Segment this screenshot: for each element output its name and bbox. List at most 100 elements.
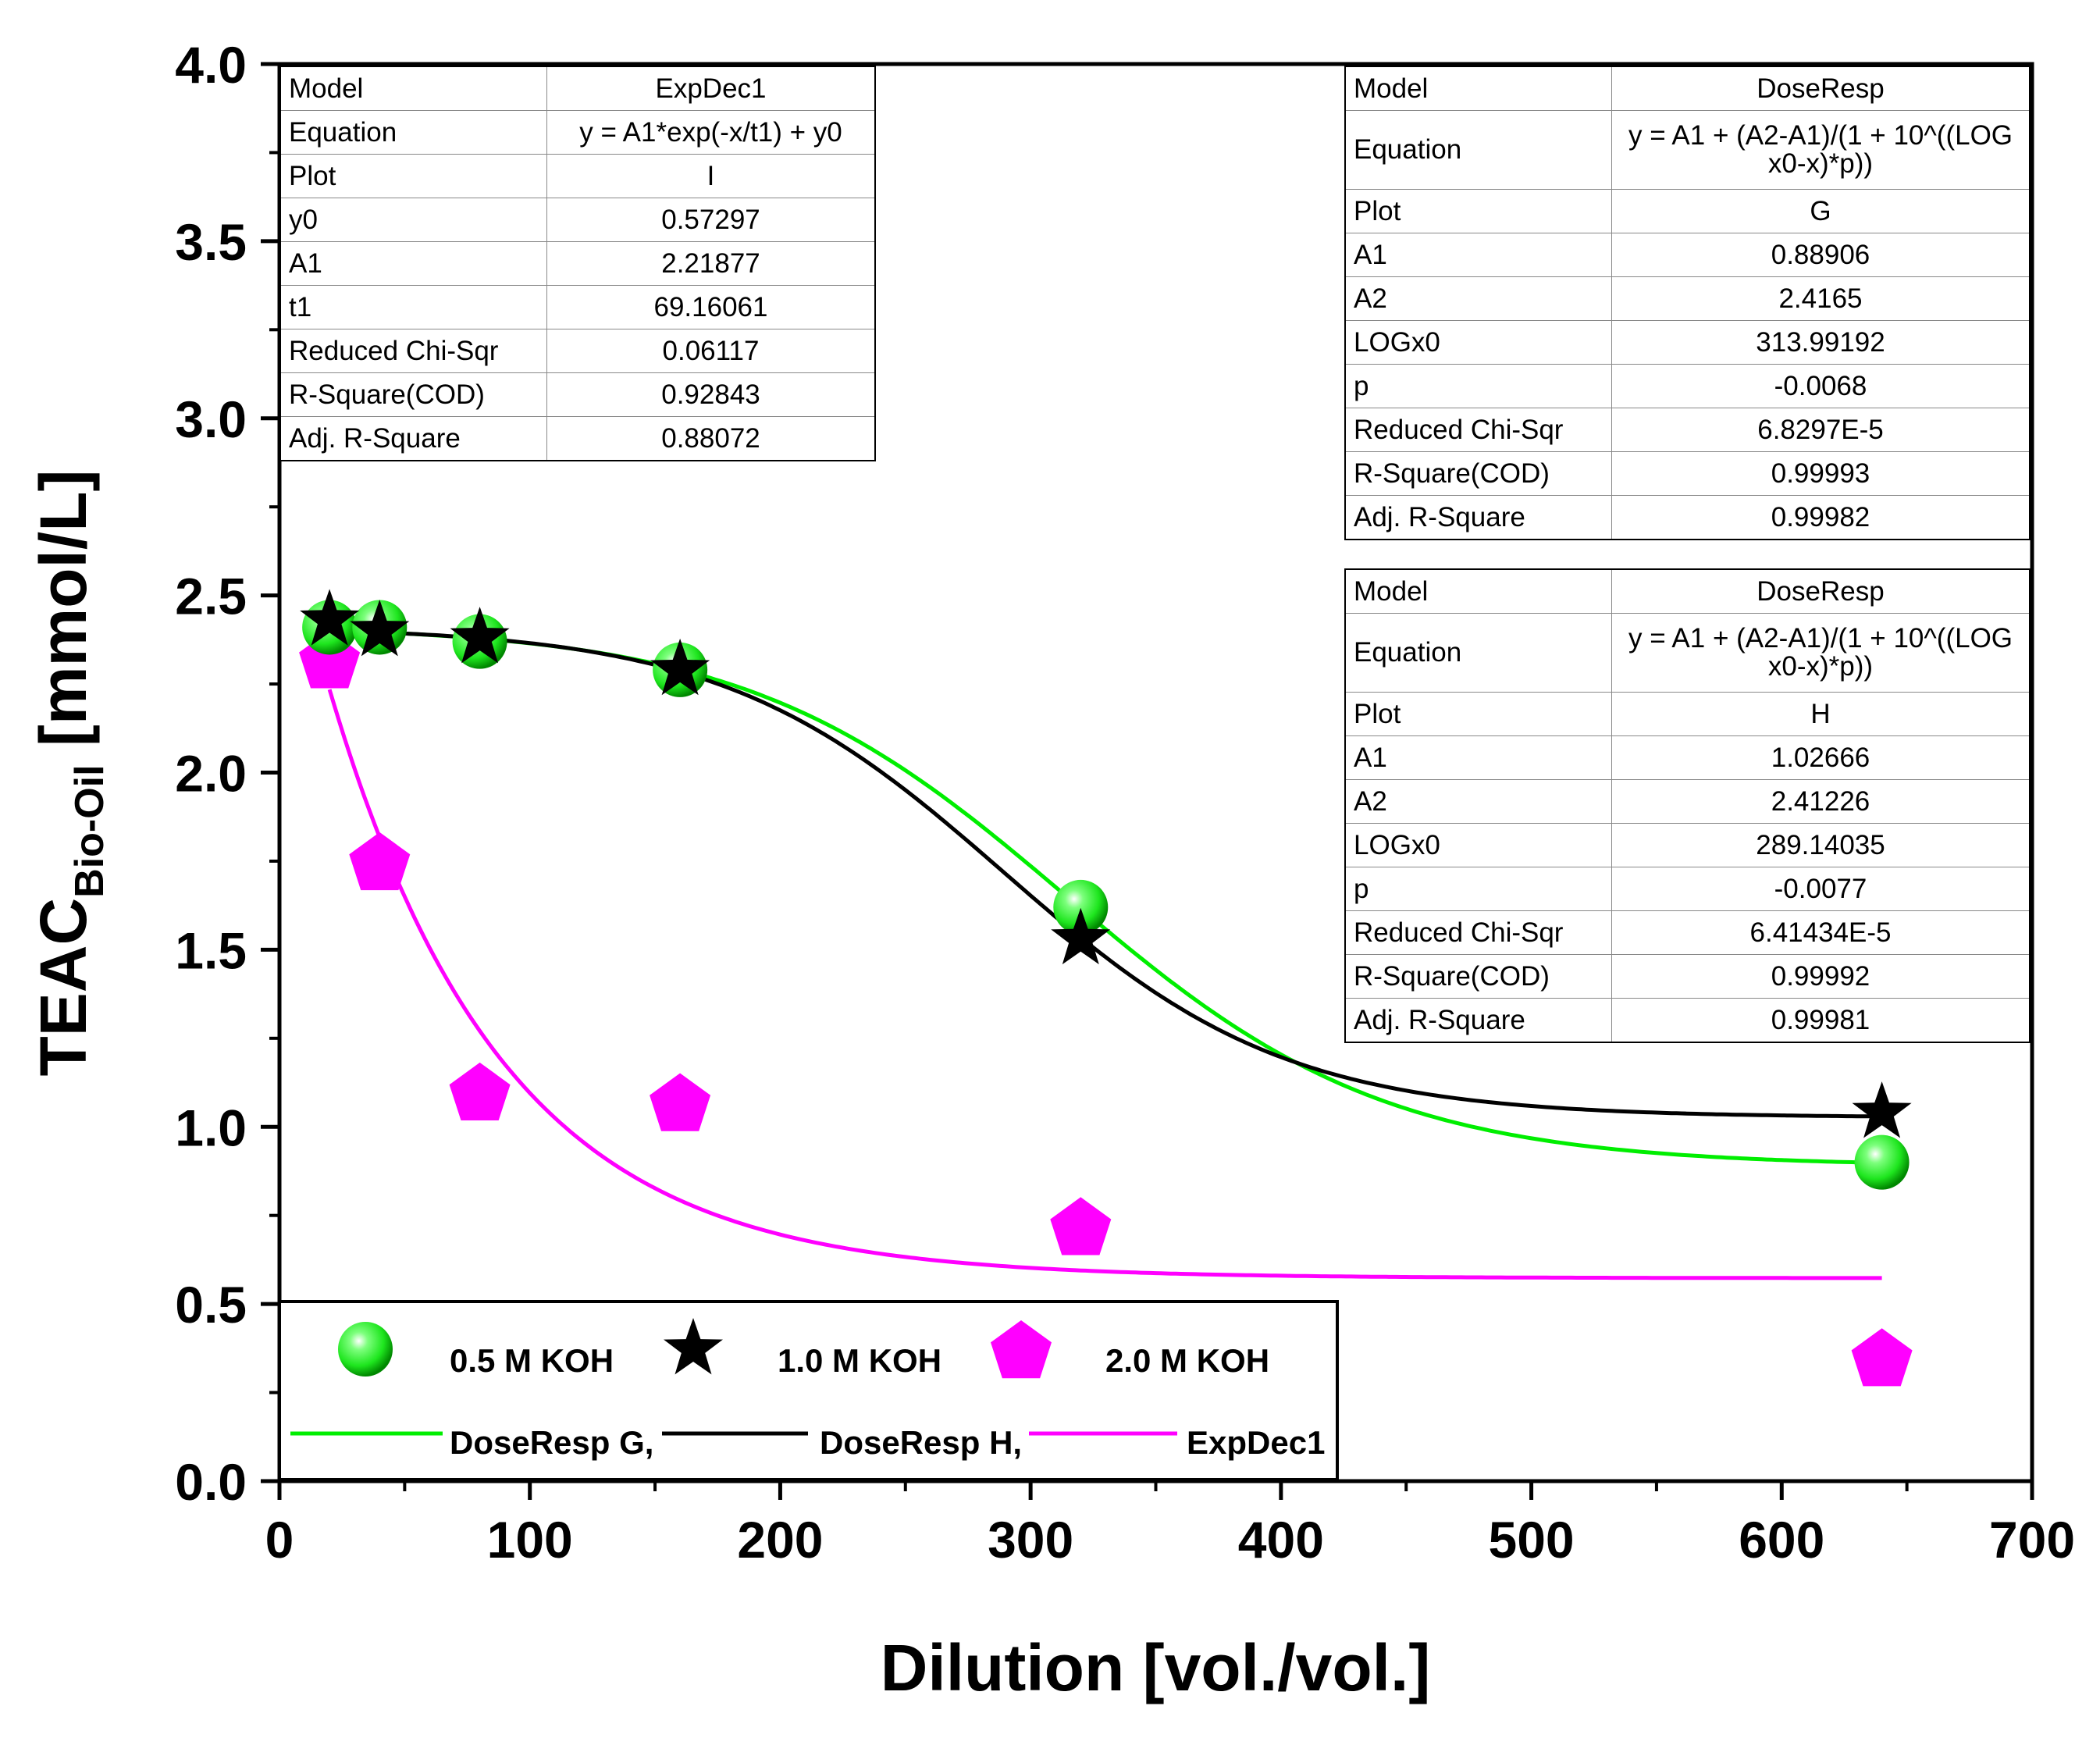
table-label-cell: Equation [279, 110, 547, 155]
table-value-cell: 0.06117 [546, 329, 876, 373]
table-value-cell: 1.02666 [1611, 735, 2031, 780]
y-axis-title-unit: [mmol/L] [27, 469, 100, 764]
data-point-sphere [1854, 1134, 1910, 1190]
table-row: Model ExpDec1 [279, 66, 876, 111]
legend-fit-label: ExpDec1 [1187, 1424, 1325, 1461]
table-value-cell: 0.99993 [1611, 451, 2031, 496]
table-label-cell: Reduced Chi-Sqr [279, 329, 547, 373]
x-tick-label: 400 [1238, 1511, 1324, 1569]
table-row: Adj. R-Square 0.88072 [279, 416, 876, 461]
table-row: Reduced Chi-Sqr 0.06117 [279, 329, 876, 373]
legend-box [278, 1300, 1339, 1481]
y-tick-label: 2.0 [175, 745, 247, 803]
table-label-cell: Model [1344, 568, 1612, 614]
doseresp-h-fit-table: Model DoseResp Equation y = A1 + (A2-A1)/(1… [1344, 568, 2031, 1043]
table-value-cell: 0.99981 [1611, 998, 2031, 1043]
table-value-cell: H [1611, 692, 2031, 736]
legend-marker-pentagon [991, 1320, 1052, 1379]
table-value-cell: 0.57297 [546, 198, 876, 242]
y-tick-label: 4.0 [175, 36, 247, 94]
y-tick-label: 1.0 [175, 1099, 247, 1156]
table-value-cell: 289.14035 [1611, 823, 2031, 867]
table-row: y0 0.57297 [279, 198, 876, 242]
y-tick-label: 3.5 [175, 213, 247, 271]
x-axis-title: Dilution [vol./vol.] [881, 1631, 1431, 1704]
table-value-cell: ExpDec1 [546, 66, 876, 111]
table-label-cell: Reduced Chi-Sqr [1344, 910, 1612, 955]
table-label-cell: Adj. R-Square [1344, 998, 1612, 1043]
data-point-pentagon [349, 832, 411, 891]
table-value-cell: y = A1 + (A2-A1)/(1 + 10^((LOG x0-x)*p)) [1611, 110, 2031, 190]
legend-label: 0.5 M KOH [450, 1342, 614, 1379]
legend-fit-label: DoseResp G, [450, 1424, 653, 1461]
table-row: Plot H [1344, 692, 2031, 736]
table-label-cell: A1 [279, 241, 547, 286]
table-value-cell: 6.41434E-5 [1611, 910, 2031, 955]
table-label-cell: A1 [1344, 233, 1612, 277]
table-label-cell: Adj. R-Square [1344, 495, 1612, 540]
table-label-cell: p [1344, 867, 1612, 911]
data-point-star [650, 638, 710, 696]
data-point-star [350, 600, 410, 657]
table-row: A2 2.41226 [1344, 779, 2031, 824]
table-row: Reduced Chi-Sqr 6.8297E-5 [1344, 408, 2031, 452]
table-value-cell: -0.0068 [1611, 364, 2031, 408]
x-tick-label: 600 [1739, 1511, 1824, 1569]
y-tick-label: 2.5 [175, 568, 247, 625]
data-point-star [450, 607, 510, 664]
y-tick-label: 3.0 [175, 390, 247, 448]
data-point-pentagon [1050, 1197, 1112, 1255]
table-row: p -0.0068 [1344, 364, 2031, 408]
table-value-cell: G [1611, 189, 2031, 233]
table-value-cell: 0.88906 [1611, 233, 2031, 277]
table-label-cell: R-Square(COD) [279, 372, 547, 417]
y-axis-title: TEACBio-Oil [mmol/L] [27, 469, 112, 1076]
y-tick-label: 0.0 [175, 1453, 247, 1511]
table-value-cell: -0.0077 [1611, 867, 2031, 911]
data-point-star [1051, 907, 1111, 965]
table-label-cell: t1 [279, 285, 547, 329]
table-value-cell: 2.21877 [546, 241, 876, 286]
table-label-cell: LOGx0 [1344, 823, 1612, 867]
table-value-cell: DoseResp [1611, 568, 2031, 614]
table-row: R-Square(COD) 0.99992 [1344, 954, 2031, 999]
data-point-pentagon [1851, 1328, 1913, 1387]
table-value-cell: 69.16061 [546, 285, 876, 329]
x-tick-label: 500 [1489, 1511, 1575, 1569]
table-label-cell: A2 [1344, 276, 1612, 321]
x-tick-label: 100 [487, 1511, 573, 1569]
y-axis-title-subscript: Bio-Oil [67, 764, 112, 897]
y-tick-label: 1.5 [175, 921, 247, 979]
table-row: Reduced Chi-Sqr 6.41434E-5 [1344, 910, 2031, 955]
legend-label: 2.0 M KOH [1105, 1342, 1269, 1379]
table-label-cell: Model [1344, 66, 1612, 111]
table-row: Adj. R-Square 0.99981 [1344, 998, 2031, 1043]
table-value-cell: 0.88072 [546, 416, 876, 461]
table-value-cell: y = A1 + (A2-A1)/(1 + 10^((LOG x0-x)*p)) [1611, 613, 2031, 693]
legend-marker-star [664, 1318, 723, 1375]
table-row: Model DoseResp [1344, 66, 2031, 111]
fit-curve-doseresp-h [329, 629, 1882, 1119]
table-label-cell: Equation [1344, 613, 1612, 693]
expdec-fit-table: Model ExpDec1 Equation y = A1*exp(-x/t1) + … [279, 66, 876, 461]
table-value-cell: 0.99992 [1611, 954, 2031, 999]
table-value-cell: I [546, 154, 876, 198]
table-row: Model DoseResp [1344, 568, 2031, 614]
x-tick-label: 700 [1989, 1511, 2075, 1569]
table-label-cell: Equation [1344, 110, 1612, 190]
table-row: Equation y = A1*exp(-x/t1) + y0 [279, 110, 876, 155]
table-row: A1 2.21877 [279, 241, 876, 286]
table-value-cell: 0.99982 [1611, 495, 2031, 540]
legend-marker-sphere [338, 1322, 393, 1377]
legend-fit-label: DoseResp H, [820, 1424, 1022, 1461]
data-point-sphere [1053, 879, 1109, 935]
table-label-cell: A1 [1344, 735, 1612, 780]
table-row: A1 0.88906 [1344, 233, 2031, 277]
table-row: Adj. R-Square 0.99982 [1344, 495, 2031, 540]
table-row: Equation y = A1 + (A2-A1)/(1 + 10^((LOG x… [1344, 110, 2031, 190]
data-markers [299, 589, 1913, 1387]
legend-label: 1.0 M KOH [778, 1342, 941, 1379]
table-label-cell: Plot [1344, 692, 1612, 736]
data-point-pentagon [449, 1062, 511, 1120]
